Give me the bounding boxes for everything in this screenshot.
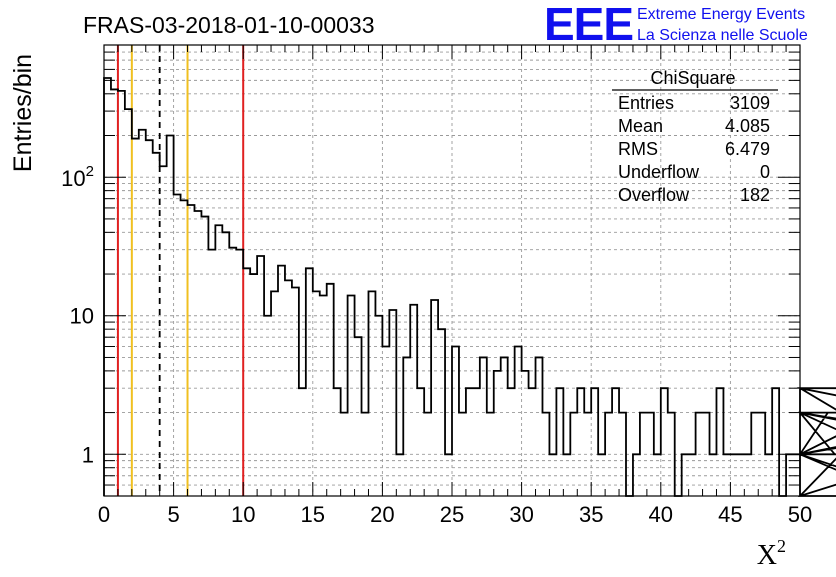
y-axis-label: Entries/bin — [9, 54, 37, 172]
y-tick-label: 102 — [61, 163, 94, 191]
x-tick-label: 45 — [718, 502, 742, 527]
x-tick-label: 35 — [579, 502, 603, 527]
stats-row-label: Entries — [618, 93, 674, 113]
stats-row-label: Underflow — [618, 162, 700, 182]
y-tick-exponent: 2 — [86, 163, 94, 180]
stats-box: ChiSquare Entries 3109 Mean 4.085 RMS 6.479 Un… — [612, 68, 778, 205]
run-title: FRAS-03-2018-01-10-00033 — [83, 12, 375, 38]
histogram-series — [103, 77, 836, 497]
stats-row-value: 3109 — [730, 93, 770, 113]
stats-rows: Entries 3109 Mean 4.085 RMS 6.479 Underflow 0 Ov… — [618, 93, 770, 205]
eee-logo: EEE — [544, 0, 633, 50]
x-tick-label: 0 — [98, 502, 110, 527]
x-tick-label: 25 — [440, 502, 464, 527]
histogram-outline — [103, 77, 836, 497]
axis-ticks — [103, 44, 801, 497]
org-name-line: Extreme Energy Events — [637, 6, 805, 23]
stats-row-value: 4.085 — [725, 116, 770, 136]
x-tick-label: 10 — [231, 502, 255, 527]
x-tick-label: 15 — [301, 502, 325, 527]
x-tick-label: 50 — [788, 502, 812, 527]
org-subtitle-line: La Scienza nelle Scuole — [637, 27, 808, 44]
reference-lines — [116, 45, 245, 496]
x-axis-label: X2 — [757, 536, 786, 571]
stats-row-value: 182 — [740, 185, 770, 205]
x-axis-label-exponent: 2 — [777, 536, 786, 556]
x-axis-label-base: X — [757, 540, 777, 571]
x-tick-label: 30 — [509, 502, 533, 527]
y-tick-label: 1 — [82, 442, 94, 467]
stats-row-value: 0 — [760, 162, 770, 182]
x-tick-label: 40 — [649, 502, 673, 527]
stats-row-value: 6.479 — [725, 139, 770, 159]
y-tick-label: 10 — [70, 304, 94, 329]
stats-row-label: Overflow — [618, 185, 690, 205]
x-tick-label: 20 — [370, 502, 394, 527]
x-tick-label: 5 — [167, 502, 179, 527]
stats-row-label: Mean — [618, 116, 663, 136]
stats-row-label: RMS — [618, 139, 658, 159]
stats-title: ChiSquare — [650, 68, 735, 88]
y-tick-base: 10 — [61, 166, 85, 191]
